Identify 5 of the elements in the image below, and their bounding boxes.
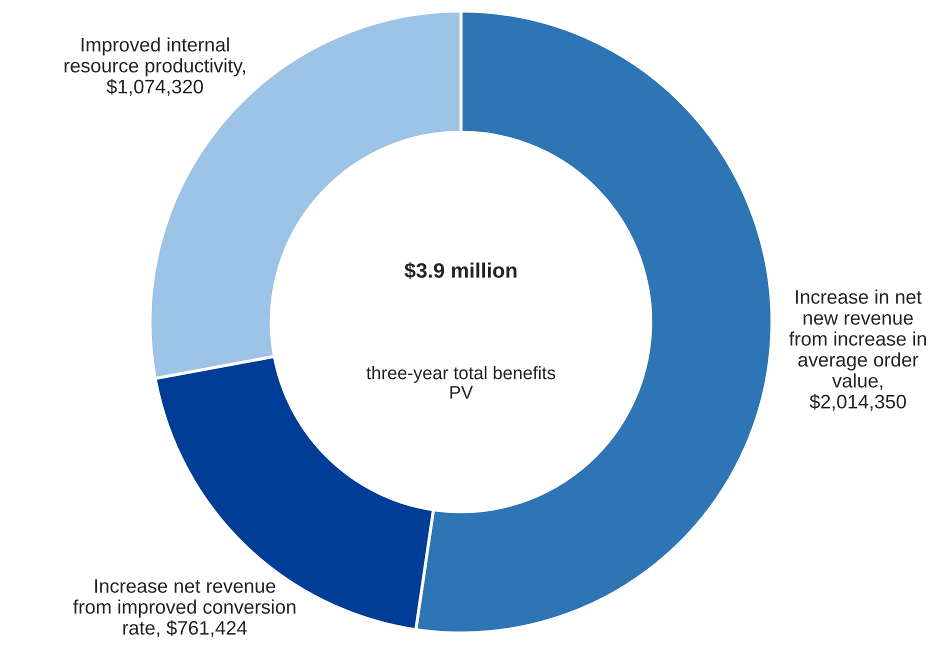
slice-label: Increase net revenue from improved conversion rate, $761,424 (73, 579, 296, 638)
slice-label: Improved internal resource productivity, $1,074,320 (64, 37, 245, 96)
text: three-year total benefits PV (366, 366, 556, 399)
text: $3.9 million (404, 262, 516, 280)
slice-label: Increase in net new revenue from increase in average order value, $2,014,350 (789, 290, 926, 411)
